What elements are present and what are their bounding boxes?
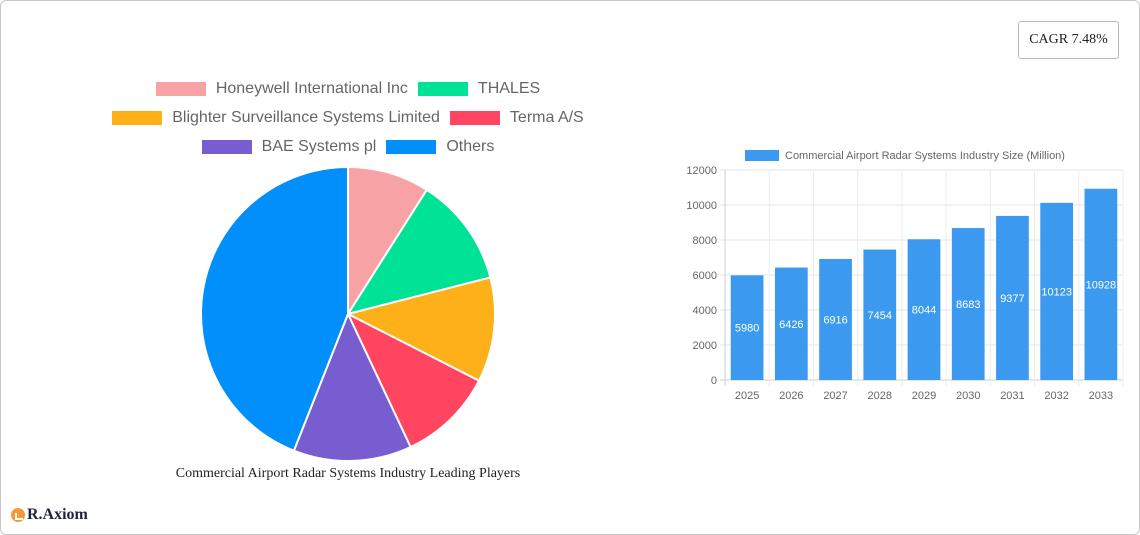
- y-tick-label: 0: [711, 375, 717, 387]
- x-tick-label: 2033: [1089, 390, 1113, 402]
- legend-row: Honeywell International Inc THALES: [0, 74, 696, 103]
- cagr-badge: CAGR 7.48%: [1018, 21, 1119, 59]
- legend-label: Blighter Surveillance Systems Limited: [172, 108, 440, 126]
- pie-slice[interactable]: [345, 188, 492, 316]
- bar-value-label: 10123: [1041, 286, 1072, 298]
- legend-swatch: [201, 139, 252, 154]
- bar-value-label: 6426: [779, 319, 803, 331]
- legend-row: Blighter Surveillance Systems Limited Ter…: [0, 103, 696, 132]
- pie-legend: Honeywell International Inc THALES Blighte…: [0, 74, 696, 161]
- pie-slice[interactable]: [292, 311, 412, 462]
- bar[interactable]: [1084, 188, 1118, 380]
- legend-label: Terma A/S: [509, 108, 584, 126]
- brand-logo[interactable]: R.Axiom: [11, 506, 88, 524]
- pie-chart-title: Commercial Airport Radar Systems Industr…: [175, 466, 521, 481]
- x-tick-label: 2030: [956, 390, 980, 402]
- x-tick-label: 2025: [735, 390, 759, 402]
- legend-item[interactable]: BAE Systems pl: [201, 137, 377, 156]
- pie-slice[interactable]: [345, 276, 496, 383]
- cagr-label: CAGR 7.48%: [1029, 32, 1108, 47]
- pie-chart: [200, 165, 496, 462]
- legend-label: THALES: [477, 79, 541, 97]
- y-tick-label: 6000: [693, 270, 717, 282]
- y-tick-label: 10000: [686, 200, 717, 212]
- bar-value-label: 9377: [1000, 293, 1024, 305]
- x-tick-label: 2027: [823, 390, 847, 402]
- x-tick-label: 2028: [868, 390, 892, 402]
- legend-item[interactable]: Terma A/S: [449, 108, 584, 127]
- legend-swatch: [417, 81, 468, 96]
- legend-swatch: [386, 139, 437, 154]
- legend-swatch: [155, 81, 206, 96]
- bar-value-label: 8044: [912, 305, 936, 317]
- bar[interactable]: [951, 228, 985, 380]
- bar-value-label: 5980: [735, 323, 759, 335]
- pie-slice[interactable]: [347, 165, 429, 318]
- bar[interactable]: [774, 267, 808, 380]
- legend-swatch: [449, 110, 500, 125]
- bar-legend-label: Commercial Airport Radar Systems Industr…: [785, 150, 1065, 162]
- bar[interactable]: [907, 239, 941, 380]
- bar-value-label: 8683: [956, 299, 980, 311]
- legend-label: BAE Systems pl: [261, 137, 377, 155]
- pie-slice[interactable]: [345, 311, 481, 449]
- x-tick-label: 2031: [1000, 390, 1024, 402]
- legend-label: Honeywell International Inc: [215, 79, 408, 97]
- y-tick-label: 12000: [686, 165, 717, 177]
- bar[interactable]: [996, 215, 1029, 380]
- bar-value-label: 7454: [868, 310, 892, 322]
- legend-item[interactable]: Honeywell International Inc: [155, 79, 408, 98]
- legend-item[interactable]: Others: [386, 138, 494, 156]
- legend-row: BAE Systems pl Others: [0, 132, 696, 161]
- x-tick-label: 2032: [1044, 390, 1068, 402]
- bar-value-label: 10928: [1086, 279, 1117, 291]
- bar[interactable]: [819, 258, 852, 380]
- logo-text: R.Axiom: [27, 506, 88, 523]
- bar[interactable]: [863, 249, 897, 380]
- pie-slice[interactable]: [200, 165, 349, 452]
- y-tick-label: 4000: [693, 305, 717, 317]
- legend-item[interactable]: Blighter Surveillance Systems Limited: [112, 109, 440, 127]
- x-tick-label: 2026: [779, 390, 803, 402]
- legend-item[interactable]: THALES: [417, 79, 541, 98]
- logo-chart-icon: [11, 508, 25, 522]
- bar-value-label: 6916: [823, 314, 847, 326]
- legend-swatch: [112, 110, 163, 125]
- bar-chart: Commercial Airport Radar Systems Industr…: [686, 150, 1124, 402]
- x-tick-label: 2029: [912, 390, 936, 402]
- bar[interactable]: [1040, 202, 1074, 380]
- y-tick-label: 2000: [693, 340, 717, 352]
- y-tick-label: 8000: [693, 235, 717, 247]
- legend-label: Others: [446, 137, 495, 155]
- bar-legend-swatch: [745, 150, 779, 161]
- bar[interactable]: [730, 275, 764, 380]
